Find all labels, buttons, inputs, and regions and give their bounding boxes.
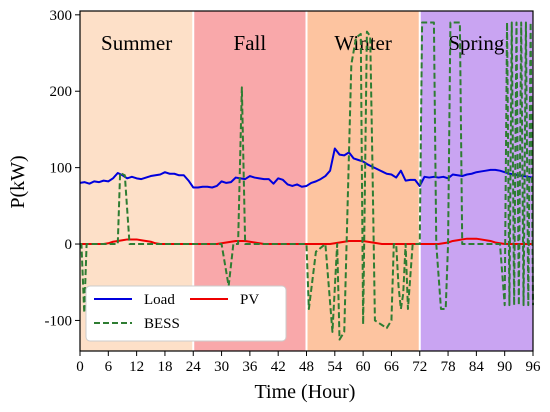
y-axis-title: P(kW) xyxy=(7,155,29,208)
x-tick-label: 90 xyxy=(497,359,512,375)
x-tick-label: 78 xyxy=(441,359,456,375)
x-tick-label: 6 xyxy=(105,359,113,375)
x-tick-label: 42 xyxy=(271,359,286,375)
legend-label-pv: PV xyxy=(240,292,259,308)
season-labels: Summer Fall Winter Spring xyxy=(101,31,505,55)
x-ticks: 0 6 12 18 24 30 36 42 48 54 60 66 72 78 84 90 96 xyxy=(76,351,541,375)
x-tick-label: 0 xyxy=(76,359,84,375)
x-tick-label: 18 xyxy=(157,359,172,375)
y-tick-label: 100 xyxy=(50,161,73,177)
y-tick-label: -100 xyxy=(45,313,73,329)
x-tick-label: 48 xyxy=(299,359,314,375)
x-tick-label: 60 xyxy=(356,359,371,375)
y-tick-label: 0 xyxy=(65,237,73,253)
x-tick-label: 30 xyxy=(214,359,229,375)
x-tick-label: 12 xyxy=(129,359,144,375)
season-label-spring: Spring xyxy=(448,31,505,55)
series-line-bess xyxy=(80,21,534,341)
x-tick-label: 24 xyxy=(186,359,202,375)
series-layer xyxy=(79,21,534,341)
legend-label-bess: BESS xyxy=(144,316,180,332)
x-tick-label: 84 xyxy=(469,359,485,375)
y-tick-label: 300 xyxy=(50,8,73,24)
legend: Load BESS PV xyxy=(85,285,287,342)
x-tick-label: 54 xyxy=(327,359,343,375)
x-tick-label: 72 xyxy=(412,359,427,375)
series-line-pv xyxy=(80,237,533,246)
season-label-fall: Fall xyxy=(234,31,267,55)
legend-label-load: Load xyxy=(144,292,175,308)
x-tick-label: 96 xyxy=(526,359,542,375)
season-label-winter: Winter xyxy=(334,31,391,55)
series-line-load xyxy=(79,147,534,189)
x-axis-title: Time (Hour) xyxy=(255,381,356,403)
season-bands xyxy=(80,11,533,351)
y-tick-label: 200 xyxy=(50,84,73,100)
season-band-spring xyxy=(419,11,533,351)
legend-box xyxy=(85,285,287,342)
x-tick-label: 66 xyxy=(384,359,400,375)
x-tick-label: 36 xyxy=(242,359,258,375)
y-ticks: -100 0 100 200 300 xyxy=(45,8,80,329)
season-label-summer: Summer xyxy=(101,31,172,55)
